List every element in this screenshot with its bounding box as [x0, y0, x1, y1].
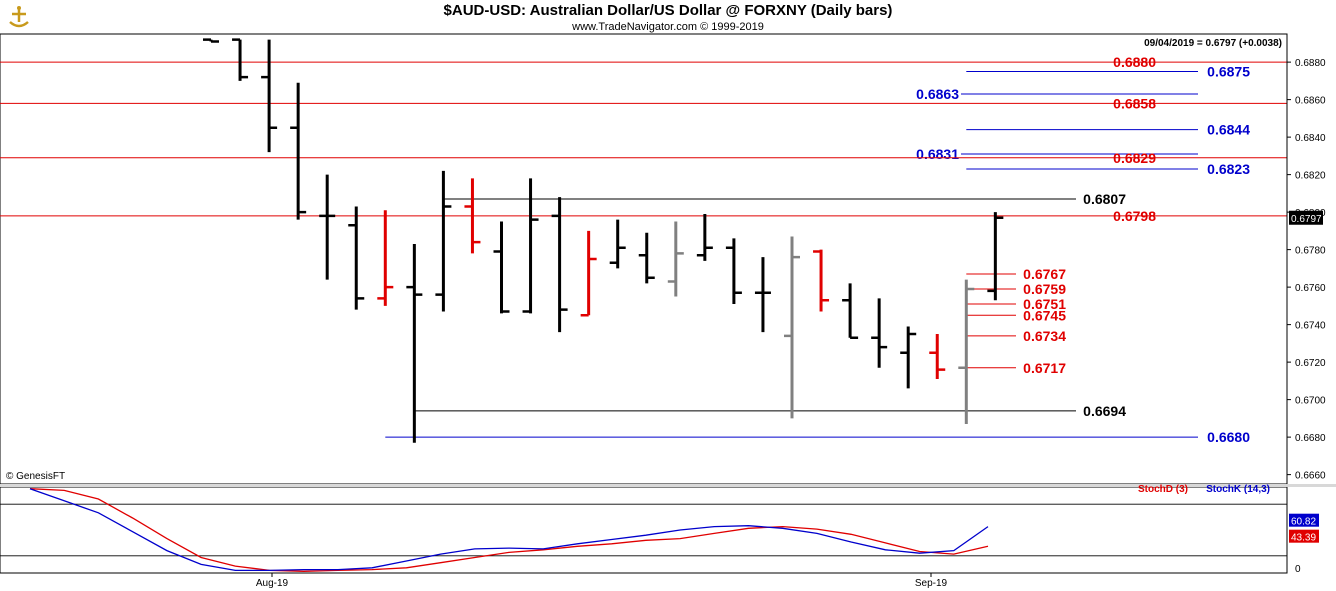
ohlc-bar [435, 170, 452, 312]
level-label-0-6694: 0.6694 [1083, 403, 1126, 419]
level-label-0-6863: 0.6863 [916, 86, 959, 102]
level-label-0-6880: 0.6880 [1113, 54, 1156, 70]
chart-title: $AUD-USD: Australian Dollar/US Dollar @ … [443, 2, 893, 19]
stochastic-series-line [29, 488, 989, 572]
last-price-box [1289, 210, 1323, 225]
stochastic-panel: 0 StochD (3) StochK (14,3) 60.82 43.39 [0, 484, 1336, 575]
last-quote-readout: 09/04/2019 = 0.6797 (+0.0038) [1144, 38, 1282, 49]
level-label-0-6858: 0.6858 [1113, 95, 1156, 111]
stochk-value-box [1289, 513, 1319, 527]
stochastic-series-line [29, 488, 989, 572]
chart-frame: 09/04/2019 = 0.6797 (+0.0038) © GenesisFT [0, 33, 1336, 574]
price-axis: 0.6660 0.6680 0.6700 0.6720 0.6740 0.6760 0.67… [1286, 34, 1336, 484]
ohlc-bar [958, 279, 975, 424]
date-tick-label: Aug-19 [256, 578, 289, 589]
price-tick-label: 0.6780 [1295, 246, 1326, 257]
ohlc-bar [551, 197, 568, 333]
ohlc-bar [871, 298, 888, 368]
price-tick-label: 0.6700 [1295, 396, 1326, 407]
ohlc-bar [261, 39, 278, 153]
level-label-0-6717: 0.6717 [1023, 360, 1066, 376]
ohlc-bar [813, 249, 830, 312]
ohlc-bar [348, 206, 365, 310]
ohlc-bar [638, 232, 655, 284]
level-label-0-6844: 0.6844 [1207, 122, 1250, 138]
legend-stochd: StochD (3) [1138, 484, 1188, 495]
ohlc-bar [406, 244, 423, 443]
ohlc-bar [522, 178, 539, 314]
price-panel-border [0, 33, 1288, 485]
ohlc-bar [377, 210, 394, 306]
ohlc-bar [696, 214, 713, 261]
price-tick-label: 0.6820 [1295, 171, 1326, 182]
price-axis-background [1287, 34, 1336, 484]
ohlc-bar [929, 334, 946, 379]
ohlc-bar [987, 212, 1004, 301]
ohlc-bar [754, 257, 771, 333]
ohlc-bar [580, 230, 597, 317]
price-tick-label: 0.6720 [1295, 358, 1326, 369]
ohlc-bar [784, 236, 800, 419]
ohlc-bar [203, 38, 219, 43]
ohlc-bar [609, 219, 626, 269]
stochd-value-box [1289, 529, 1319, 543]
ohlc-bar [232, 38, 249, 81]
stochd-value-label: 43.39 [1291, 533, 1316, 544]
date-tick-label: Sep-19 [915, 578, 948, 589]
price-bars [203, 38, 1004, 443]
stochastic-panel-border [0, 486, 1288, 574]
chart-subtitle: www.TradeNavigator.com © 1999-2019 [572, 21, 764, 33]
ohlc-bar [667, 221, 684, 297]
price-tick-label: 0.6660 [1295, 471, 1326, 482]
ohlc-bar [493, 221, 510, 314]
level-label-0-6745: 0.6745 [1023, 307, 1066, 323]
price-tick-label: 0.6880 [1295, 58, 1326, 69]
price-tick-label: 0.6840 [1295, 133, 1326, 144]
level-label-0-6875: 0.6875 [1207, 64, 1250, 80]
level-label-0-6680: 0.6680 [1207, 429, 1250, 445]
price-tick-label: 0.6680 [1295, 433, 1326, 444]
last-price-label: 0.6797 [1291, 214, 1322, 225]
level-label-0-6823: 0.6823 [1207, 161, 1250, 177]
ship-logo-icon [6, 4, 32, 30]
stochastic-tick-label: 0 [1295, 564, 1301, 575]
level-label-0-6798: 0.6798 [1113, 208, 1156, 224]
legend-stochk: StochK (14,3) [1206, 484, 1270, 495]
level-label-0-6831: 0.6831 [916, 146, 959, 162]
ohlc-bar [464, 178, 481, 254]
level-label-0-6829: 0.6829 [1113, 150, 1156, 166]
ohlc-bar [725, 238, 742, 304]
price-tick-label: 0.6860 [1295, 96, 1326, 107]
level-label-0-6759: 0.6759 [1023, 281, 1066, 297]
level-label-0-6807: 0.6807 [1083, 191, 1126, 207]
level-label-0-6751: 0.6751 [1023, 296, 1066, 312]
date-axis: Aug-19 Sep-19 [256, 573, 948, 589]
price-tick-label: 0.6740 [1295, 321, 1326, 332]
copyright-label: © GenesisFT [6, 471, 65, 482]
price-levels: 0.6880 0.6875 0.6863 0.6858 0.6844 0.6831 0.68… [0, 54, 1287, 445]
price-tick-label: 0.6760 [1295, 283, 1326, 294]
level-label-0-6734: 0.6734 [1023, 328, 1066, 344]
ohlc-bar [290, 82, 307, 220]
ohlc-bar [319, 174, 336, 280]
ohlc-bar [842, 283, 859, 339]
level-label-0-6767: 0.6767 [1023, 266, 1066, 282]
panel-divider [0, 484, 1336, 487]
stochk-value-label: 60.82 [1291, 517, 1316, 528]
ohlc-bar [900, 326, 917, 389]
